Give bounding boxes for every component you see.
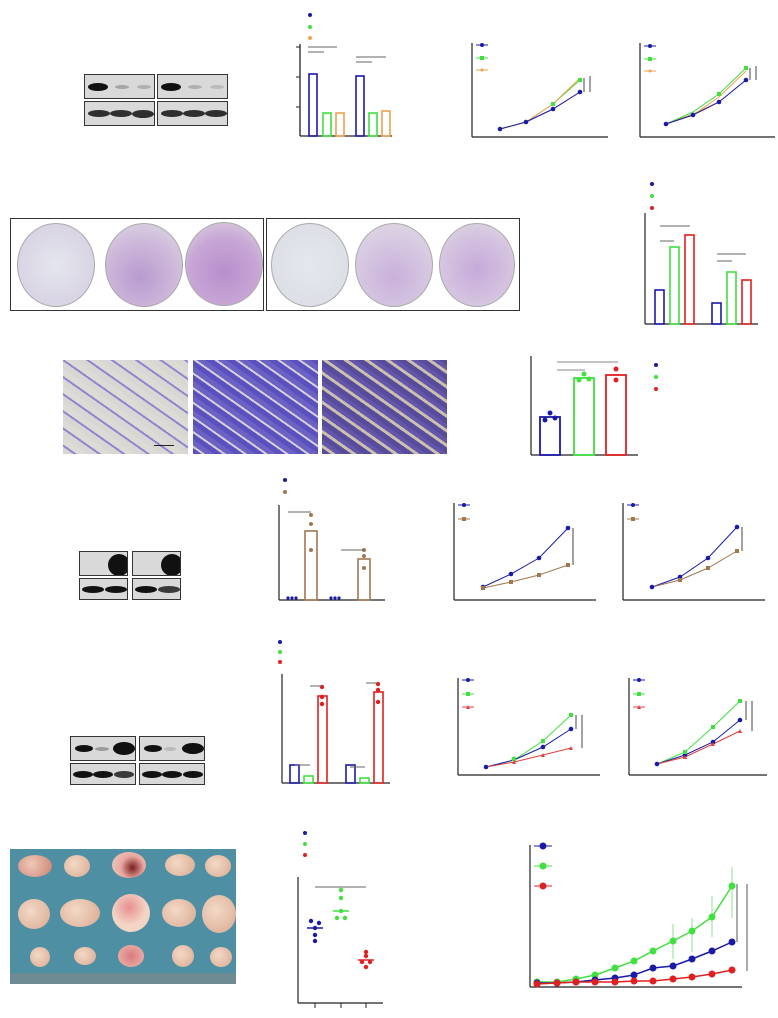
chart-g-mrna-bar bbox=[278, 478, 385, 601]
chart-b-mrna-bar bbox=[296, 13, 392, 137]
chart-k-proliferation bbox=[457, 678, 767, 776]
colony-dish bbox=[271, 223, 349, 307]
western-blot-cbx7-786o bbox=[139, 736, 205, 761]
western-blot-gapdh-a498 bbox=[70, 763, 136, 785]
invasion-image bbox=[193, 360, 318, 454]
western-blot-gapdh-786o bbox=[157, 101, 228, 126]
colony-dish bbox=[439, 223, 515, 307]
western-blot-gapdh-a498 bbox=[84, 101, 155, 126]
colony-dish bbox=[355, 223, 433, 307]
western-blot-cbx7-786o bbox=[157, 74, 228, 99]
western-blot-gapdh-786o bbox=[139, 763, 205, 785]
ruler bbox=[10, 973, 236, 984]
western-blot-ha-786o bbox=[132, 551, 181, 576]
invasion-image bbox=[63, 360, 188, 454]
chart-n-tumor-volume bbox=[529, 842, 748, 988]
tumor-photo bbox=[10, 849, 236, 984]
western-blot-gapdh-786o bbox=[132, 578, 181, 600]
western-blot-cbx7-a498 bbox=[84, 74, 155, 99]
chart-d-colony-bar bbox=[644, 182, 758, 325]
scale-bar bbox=[154, 444, 174, 446]
western-blot-cbx7-a498 bbox=[70, 736, 136, 761]
colony-dish bbox=[17, 223, 95, 307]
invasion-image bbox=[322, 360, 447, 454]
colony-dish bbox=[185, 222, 263, 306]
chart-h-proliferation bbox=[453, 503, 765, 601]
colony-dish bbox=[105, 223, 183, 307]
western-blot-gapdh-a498 bbox=[79, 578, 128, 600]
chart-m-tumor-weight bbox=[297, 831, 383, 1008]
chart-c-proliferation bbox=[471, 43, 775, 138]
colony-frame-786o bbox=[266, 218, 520, 311]
chart-j-mrna-bar bbox=[278, 640, 390, 784]
colony-frame-a498 bbox=[10, 218, 264, 311]
western-blot-ha-a498 bbox=[79, 551, 128, 576]
chart-e-invasion-bar bbox=[530, 356, 658, 456]
